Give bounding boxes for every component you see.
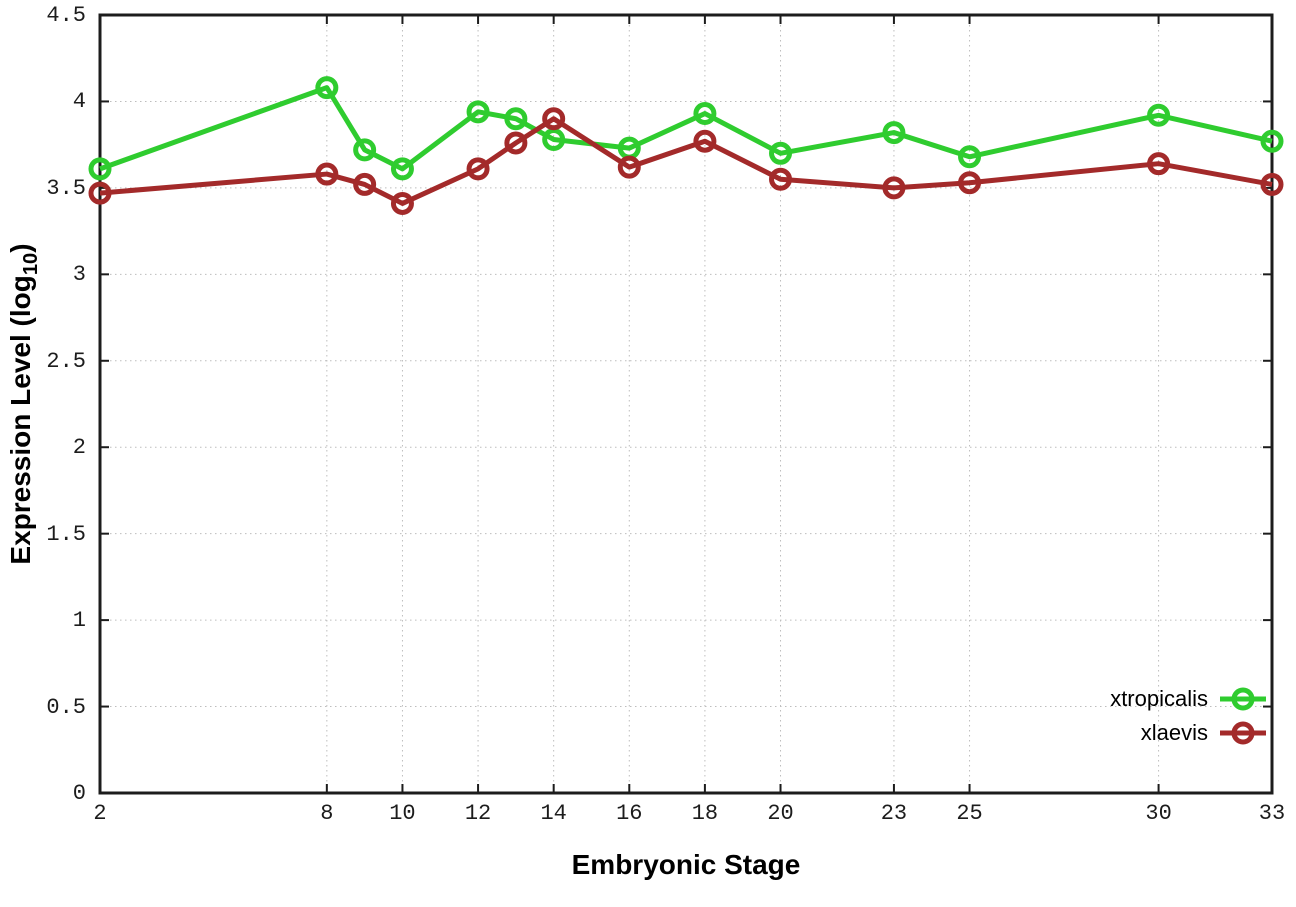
data-point-xlaevis bbox=[882, 176, 906, 200]
x-tick-label: 8 bbox=[320, 801, 334, 826]
legend-marker-xtropicalis-icon bbox=[1220, 687, 1266, 711]
y-axis-title-subscript: 10 bbox=[19, 252, 42, 276]
data-point-xtropicalis bbox=[390, 157, 414, 181]
y-tick-label: 1.5 bbox=[46, 521, 86, 547]
legend: xtropicalis xlaevis bbox=[1110, 684, 1266, 748]
data-point-xlaevis bbox=[617, 155, 641, 179]
data-point-xtropicalis bbox=[1260, 129, 1284, 153]
data-point-xtropicalis bbox=[542, 127, 566, 151]
data-point-xtropicalis bbox=[353, 138, 377, 162]
data-point-xtropicalis bbox=[769, 141, 793, 165]
legend-label-xlaevis: xlaevis bbox=[1140, 720, 1208, 745]
data-point-xlaevis bbox=[1147, 152, 1171, 176]
series-line-xtropicalis bbox=[99, 85, 1273, 172]
x-tick-label: 2 bbox=[93, 801, 107, 826]
data-point-xlaevis bbox=[88, 181, 112, 205]
y-tick-label: 2 bbox=[72, 435, 86, 461]
plot-border bbox=[98, 13, 1274, 795]
data-point-xlaevis bbox=[542, 107, 566, 131]
data-point-xlaevis bbox=[466, 157, 490, 181]
x-tick-label: 16 bbox=[616, 801, 643, 826]
legend-label-xtropicalis: xtropicalis bbox=[1110, 686, 1208, 711]
x-tick-label: 14 bbox=[540, 801, 567, 826]
x-tick-label: 33 bbox=[1258, 801, 1286, 826]
data-point-xlaevis bbox=[315, 162, 339, 186]
x-tick-label: 18 bbox=[691, 801, 719, 826]
x-axis-title: Embryonic Stage bbox=[571, 849, 801, 880]
data-point-xtropicalis bbox=[315, 76, 339, 100]
x-tick-label: 20 bbox=[767, 801, 794, 826]
data-point-xlaevis bbox=[353, 172, 377, 196]
data-point-xlaevis bbox=[958, 171, 982, 195]
x-tick-label: 10 bbox=[389, 801, 416, 826]
data-point-xlaevis bbox=[504, 131, 528, 155]
y-tick-label: 2.5 bbox=[46, 348, 86, 374]
y-tick-label: 3.5 bbox=[46, 175, 86, 201]
data-point-xlaevis bbox=[769, 167, 793, 191]
y-tick-label: 3 bbox=[72, 262, 86, 288]
data-point-xlaevis bbox=[390, 191, 414, 215]
y-axis-title-suffix: ) bbox=[5, 243, 37, 253]
legend-marker-xlaevis-icon bbox=[1220, 721, 1266, 745]
data-point-xtropicalis bbox=[958, 145, 982, 169]
y-tick-label: 0.5 bbox=[46, 694, 86, 720]
y-tick-label: 1 bbox=[72, 608, 86, 634]
data-point-xtropicalis bbox=[504, 107, 528, 131]
y-axis-title-text: Expression Level (log bbox=[5, 275, 37, 565]
y-axis-title: Expression Level (log10) bbox=[5, 243, 43, 564]
y-tick-label: 4.5 bbox=[46, 3, 86, 28]
y-tick-label: 0 bbox=[72, 781, 86, 806]
data-point-xlaevis bbox=[1260, 172, 1284, 196]
legend-item-xlaevis: xlaevis bbox=[1110, 718, 1266, 748]
data-point-xlaevis bbox=[693, 129, 717, 153]
data-point-xtropicalis bbox=[1147, 103, 1171, 127]
y-tick-label: 4 bbox=[72, 89, 86, 115]
legend-item-xtropicalis: xtropicalis bbox=[1110, 684, 1266, 714]
data-point-xtropicalis bbox=[693, 102, 717, 126]
x-tick-label: 23 bbox=[880, 801, 908, 826]
data-point-xtropicalis bbox=[466, 100, 490, 124]
x-tick-label: 12 bbox=[464, 801, 492, 826]
data-point-xtropicalis bbox=[882, 121, 906, 145]
x-tick-label: 30 bbox=[1145, 801, 1172, 826]
x-tick-label: 25 bbox=[956, 801, 983, 826]
data-point-xtropicalis bbox=[88, 157, 112, 181]
